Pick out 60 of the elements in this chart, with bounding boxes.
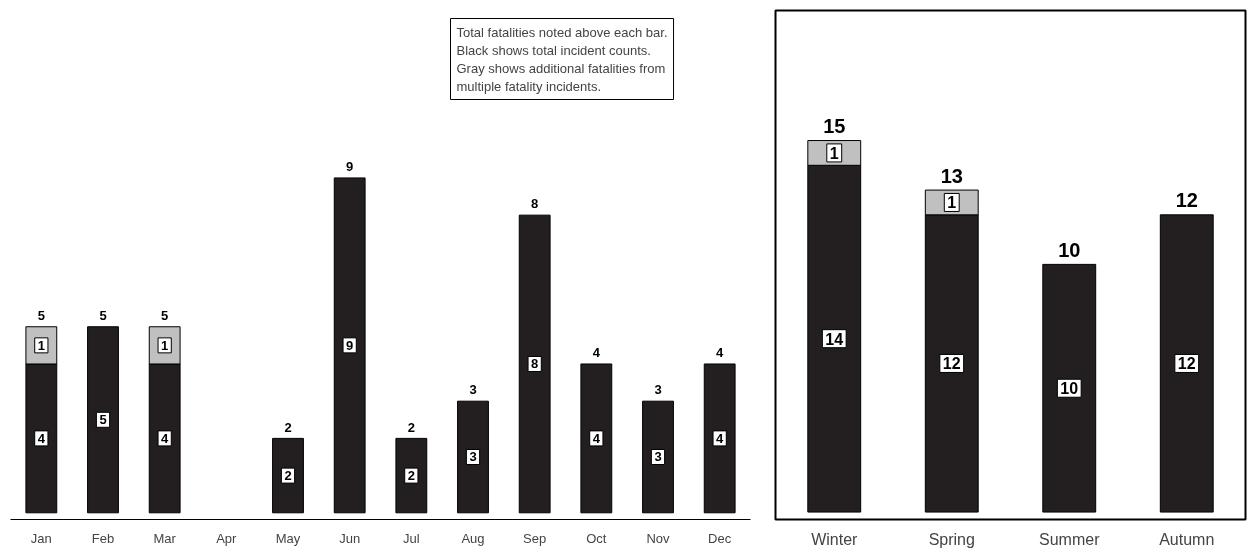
total-label: 5: [37, 308, 45, 324]
total-label: 8: [531, 196, 539, 212]
x-tick-label: Sep: [523, 530, 547, 546]
data-label: 14: [825, 330, 844, 348]
data-label: 1: [829, 144, 839, 162]
data-label: 4: [161, 430, 170, 446]
total-label: 4: [716, 345, 725, 361]
bar: [87, 326, 119, 514]
text: Total fatalities noted above each bar. Black shows total incident counts. Gray shows additional fatalities from multiple fatality incidents.: [456, 24, 668, 94]
total-label: 3: [654, 382, 662, 398]
x-tick-label: Oct: [586, 530, 607, 546]
bar: [333, 177, 366, 514]
x-tick-label: Winter: [811, 530, 859, 548]
data-label: 4: [37, 430, 46, 446]
data-label: 3: [469, 449, 477, 465]
x-tick-label: Jan: [30, 530, 52, 546]
data-label: 1: [161, 337, 169, 353]
total-label: 3: [469, 382, 477, 398]
bar: [518, 214, 551, 514]
x-tick-label: Aug: [461, 530, 485, 546]
data-label: 10: [1060, 380, 1079, 398]
data-label: 2: [407, 468, 415, 484]
bar: [1042, 263, 1097, 513]
x-tick-label: Summer: [1039, 530, 1101, 548]
total-label: 5: [161, 308, 169, 324]
bar: [1159, 214, 1214, 513]
total-label: 2: [284, 419, 292, 435]
total-label: 4: [592, 345, 601, 361]
bar: [580, 363, 613, 514]
data-label: 3: [654, 449, 662, 465]
x-tick-label: Feb: [91, 530, 115, 546]
total-label: 9: [346, 159, 354, 175]
x-tick-label: Jul: [403, 530, 420, 546]
data-label: 12: [1177, 355, 1196, 373]
x-tick-label: Nov: [646, 530, 671, 546]
data-label: 1: [37, 337, 45, 353]
x-tick-label: Jun: [339, 530, 361, 546]
data-label: 12: [942, 355, 961, 373]
x-tick-label: Spring: [928, 530, 975, 548]
data-label: 8: [531, 356, 539, 372]
data-label: 2: [284, 468, 292, 484]
data-label: 4: [592, 430, 601, 446]
total-label: 12: [1175, 189, 1198, 212]
total-label: 15: [823, 115, 846, 138]
x-tick-label: Autumn: [1159, 530, 1215, 548]
x-tick-label: May: [275, 530, 301, 546]
x-tick-label: Mar: [153, 530, 177, 546]
bar: [642, 400, 674, 514]
bar: [703, 363, 736, 514]
data-label: 5: [99, 412, 107, 428]
data-label: 1: [947, 194, 957, 212]
total-label: 13: [940, 164, 963, 187]
bar: [457, 400, 489, 514]
data-label: 4: [716, 430, 725, 446]
x-tick-label: Dec: [708, 530, 732, 546]
total-label: 10: [1058, 238, 1081, 261]
total-label: 2: [407, 419, 415, 435]
total-label: 5: [99, 308, 107, 324]
x-tick-label: Apr: [216, 530, 238, 546]
data-label: 9: [346, 337, 354, 353]
